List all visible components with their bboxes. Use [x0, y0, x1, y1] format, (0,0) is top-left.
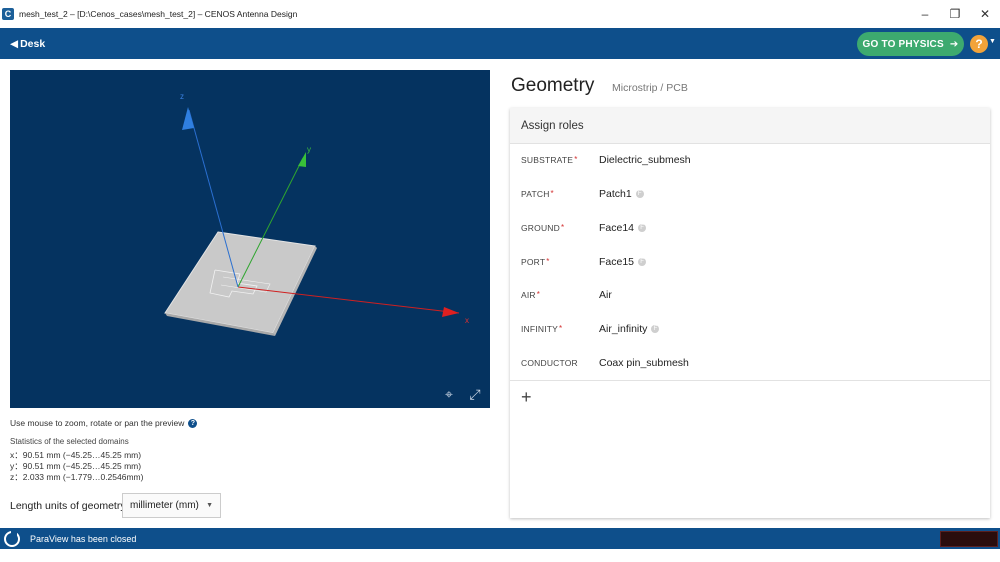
role-row-substrate[interactable]: SUBSTRATE* Dielectric_submesh — [510, 148, 990, 172]
cenos-logo-icon — [4, 530, 20, 547]
help-button[interactable]: ? — [970, 35, 988, 53]
dropdown-caret-icon: ▼ — [206, 502, 213, 509]
app-logo-icon: C — [2, 8, 14, 20]
assign-roles-title: Assign roles — [510, 108, 990, 144]
role-label: AIR* — [521, 290, 541, 300]
status-bar: ParaView has been closed — [0, 528, 1000, 549]
y-axis-label: y — [307, 145, 311, 154]
role-row-ground[interactable]: GROUND* Face14 F — [510, 216, 990, 240]
minimize-icon[interactable]: – — [921, 7, 929, 21]
role-value[interactable]: Air — [599, 289, 612, 301]
window-controls: – ❐ ✕ — [910, 0, 1000, 28]
add-role-button[interactable]: + — [521, 387, 532, 407]
y-axis-arrow — [298, 152, 306, 167]
face-badge-icon: F — [651, 325, 660, 333]
role-value[interactable]: Face15 F — [599, 256, 647, 268]
help-menu-caret-icon[interactable]: ▼ — [989, 38, 996, 45]
face-badge-icon: F — [635, 190, 644, 198]
help-circle-icon[interactable]: ? — [188, 418, 198, 428]
substrate-plate-edge — [165, 313, 275, 336]
role-row-infinity[interactable]: INFINITY* Air_infinity F — [510, 317, 990, 341]
window-titlebar: C mesh_test_2 – [D:\Cenos_cases\mesh_tes… — [0, 0, 1000, 28]
go-to-physics-label: GO TO PHYSICS — [862, 38, 944, 50]
role-label: CONDUCTOR — [521, 358, 578, 368]
z-axis-label: z — [180, 92, 184, 101]
length-units-select[interactable]: millimeter (mm) ▼ — [122, 493, 221, 518]
role-value[interactable]: Air_infinity F — [599, 323, 660, 335]
fullscreen-icon[interactable]: ⤢ — [469, 386, 481, 402]
desk-label: Desk — [20, 37, 46, 50]
role-value[interactable]: Face14 F — [599, 222, 647, 234]
role-row-air[interactable]: AIR* Air — [510, 283, 990, 307]
page-title: Geometry — [511, 75, 595, 96]
x-axis-label: x — [465, 316, 469, 325]
role-label: PORT* — [521, 257, 550, 267]
z-axis-arrow — [182, 107, 194, 130]
units-label: Length units of geometry — [10, 500, 126, 512]
role-row-patch[interactable]: PATCH* Patch1 F — [510, 182, 990, 206]
role-label: GROUND* — [521, 223, 565, 233]
app-header: ◀ Desk — [0, 28, 1000, 59]
x-axis-line — [237, 286, 460, 314]
status-message: ParaView has been closed — [30, 533, 137, 544]
role-value[interactable]: Coax pin_submesh — [599, 357, 689, 369]
stat-x: x：90.51 mm (−45.25…45.25 mm) — [10, 450, 142, 460]
role-value[interactable]: Patch1 F — [599, 188, 644, 200]
face-badge-icon: F — [638, 258, 647, 266]
fit-view-icon[interactable]: ⌖ — [445, 386, 453, 402]
stat-z: z：2.033 mm (−1.779…0.2546mm) — [10, 472, 144, 482]
units-value: millimeter (mm) — [130, 500, 199, 511]
feed-outline — [220, 276, 271, 293]
assign-roles-card: Assign roles SUBSTRATE* Dielectric_subme… — [510, 108, 990, 518]
restore-icon[interactable]: ❐ — [949, 7, 961, 21]
role-label: INFINITY* — [521, 324, 563, 334]
y-axis-line — [237, 157, 304, 288]
substrate-plate-side — [273, 246, 317, 336]
x-axis-arrow — [442, 307, 459, 317]
go-to-physics-button[interactable]: GO TO PHYSICS ➔ — [857, 32, 964, 56]
geometry-preview-viewport[interactable]: x y z — [10, 70, 490, 408]
role-row-port[interactable]: PORT* Face15 F — [510, 250, 990, 274]
face-badge-icon: F — [638, 224, 647, 232]
preview-hint: Use mouse to zoom, rotate or pan the pre… — [10, 418, 198, 428]
z-axis-line — [188, 109, 239, 288]
patch-outline — [209, 269, 258, 298]
role-label: PATCH* — [521, 189, 554, 199]
role-label: SUBSTRATE* — [521, 155, 578, 165]
arrow-right-icon: ➔ — [949, 38, 959, 50]
page-subtitle: Microstrip / PCB — [612, 82, 688, 94]
roles-divider — [510, 380, 990, 381]
window-title: mesh_test_2 – [D:\Cenos_cases\mesh_test_… — [19, 9, 298, 19]
close-icon[interactable]: ✕ — [979, 7, 991, 21]
stats-title: Statistics of the selected domains — [10, 437, 129, 446]
preview-hint-text: Use mouse to zoom, rotate or pan the pre… — [10, 418, 185, 428]
geometry-preview-canvas: x y z — [164, 92, 469, 336]
role-value[interactable]: Dielectric_submesh — [599, 154, 691, 166]
role-row-conductor[interactable]: CONDUCTOR Coax pin_submesh — [510, 351, 990, 375]
back-to-desk-button[interactable]: ◀ Desk — [10, 38, 45, 50]
arrow-left-icon: ◀ — [10, 37, 19, 50]
stat-y: y：90.51 mm (−45.25…45.25 mm) — [10, 461, 142, 471]
console-log-thumbnail[interactable] — [940, 531, 998, 547]
